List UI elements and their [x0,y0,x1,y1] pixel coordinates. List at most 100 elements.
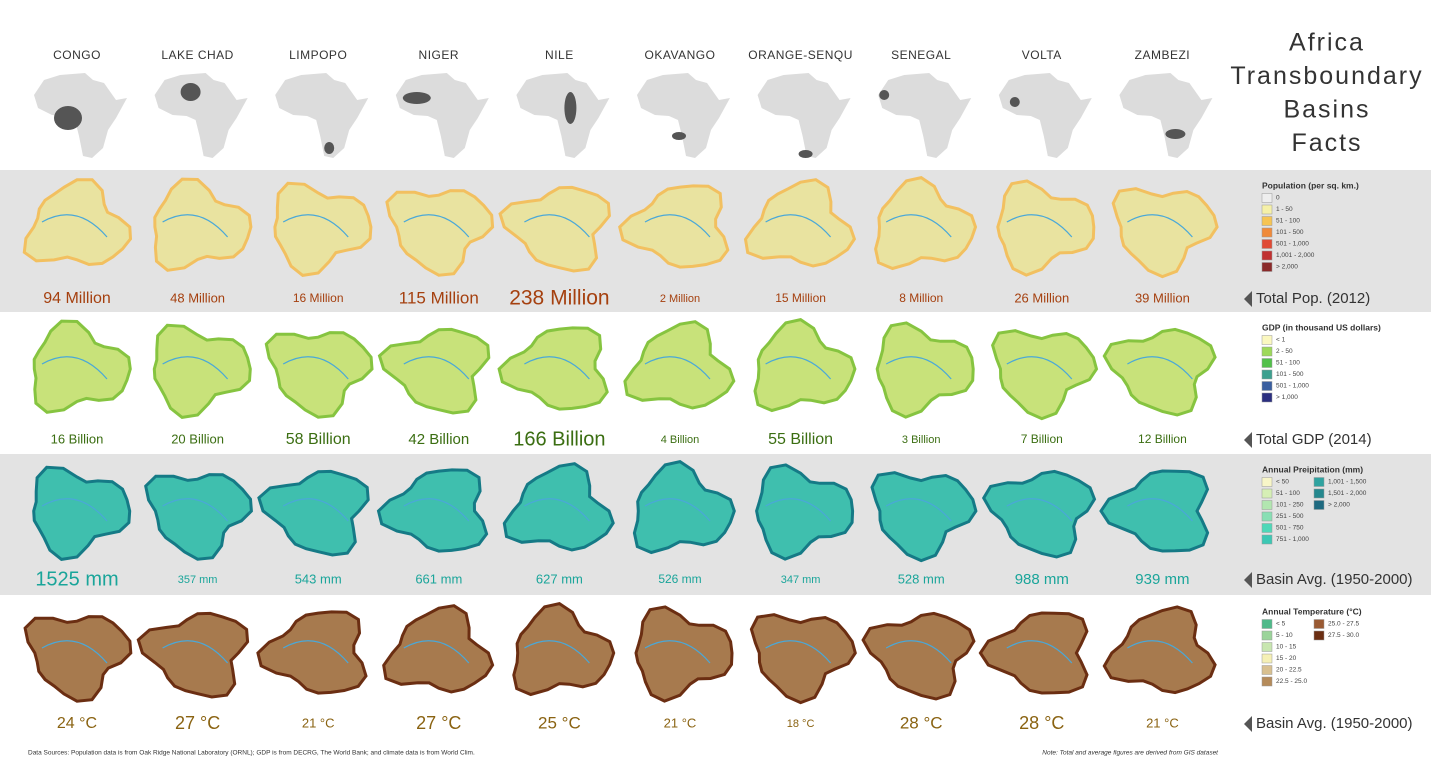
legend-swatch [1261,262,1273,272]
legend-item: 1,501 - 2,000 [1328,490,1367,497]
river [1127,498,1193,522]
value: 25 °C [538,713,581,732]
legend-item: 10 - 15 [1276,644,1297,651]
basin-map [861,611,976,701]
river [282,498,349,522]
basin-highlight [324,142,335,154]
value: 28 °C [900,713,943,732]
river [403,498,470,522]
basin-highlight [879,90,890,100]
value: 55 Billion [768,431,833,448]
river [403,640,470,664]
legend-swatch [1261,642,1273,652]
value: 2 Million [660,293,700,305]
africa-map [1119,73,1213,158]
river [1006,640,1073,664]
value: 988 mm [1015,571,1069,588]
basin-map [632,459,736,555]
legend-swatch [1261,204,1273,215]
value: 347 mm [781,574,821,586]
value: 16 Billion [51,431,104,446]
continent [637,73,730,158]
value: 42 Billion [408,431,469,448]
river [644,640,711,664]
basin-name: OKAVANGO [645,48,716,62]
value: 526 mm [658,572,701,586]
basin-name: LAKE CHAD [161,48,234,62]
value: 58 Billion [286,431,351,448]
legend-item: 0 [1276,195,1280,202]
legend-item: 501 - 1,000 [1276,241,1309,248]
basin-map [996,179,1096,277]
river [524,356,590,380]
river [403,214,470,238]
river [885,356,952,380]
legend-swatch [1261,477,1273,487]
basin-map [498,185,611,273]
legend-swatch [1261,665,1273,675]
value: 7 Billion [1021,432,1063,446]
africa-map [998,73,1092,158]
basin-map [749,613,857,705]
legend-item: < 50 [1276,479,1289,486]
legend-swatch [1261,369,1273,380]
legend-item: 251 - 500 [1276,513,1304,520]
basin-map [1111,187,1219,279]
basin-highlight [564,92,577,124]
basin-name: SENEGAL [891,48,951,62]
row-label: Basin Avg. (1950-2000) [1256,571,1413,588]
note: Note: Total and average figures are deri… [1042,750,1219,757]
value: 28 °C [1019,713,1064,733]
value: 21 °C [664,715,697,730]
legend-item: 51 - 100 [1276,490,1300,497]
river [162,498,229,522]
river [524,498,590,522]
legend-item: > 2,000 [1276,264,1298,271]
river [765,356,832,380]
legend-item: 5 - 10 [1276,632,1293,639]
title: Africa [1289,29,1365,57]
africa-map [275,73,369,158]
legend-item: 1,001 - 2,000 [1276,252,1315,259]
value: 48 Million [170,290,225,305]
value: 1525 mm [35,568,118,590]
value: 166 Billion [513,428,605,450]
legend-swatch [1261,239,1273,249]
africa-map [395,73,489,158]
legend-item: 27.5 - 30.0 [1328,632,1359,639]
legend-swatch [1313,477,1325,487]
basin-map [1102,605,1217,695]
value: 20 Billion [171,431,224,446]
basin-name: VOLTA [1022,48,1062,62]
legend-swatch [1261,381,1273,391]
basin-map [32,319,132,414]
basin-map [136,611,250,699]
basin-map [376,468,489,553]
basin-map [1099,469,1210,553]
legend-swatch [1261,653,1273,664]
basin-map [256,610,368,695]
continent [275,73,369,158]
river [765,498,832,522]
continent [395,73,489,158]
legend-item: 51 - 100 [1276,218,1300,225]
title: Transboundary [1230,62,1423,90]
value: 94 Million [43,290,111,307]
legend-swatch [1261,630,1273,641]
legend-item: 501 - 1,000 [1276,383,1309,390]
basin-map [875,321,975,419]
basin-name: NILE [545,48,574,62]
basin-map [273,181,373,277]
legend-swatch [1261,227,1273,238]
river [644,498,711,522]
legend-item: < 1 [1276,337,1286,344]
basin-map [618,184,730,269]
value: 543 mm [295,571,342,586]
basin-highlight [798,150,813,158]
basin-map [32,465,132,561]
legend-swatch [1261,250,1273,261]
africa-map [637,73,730,158]
river [1127,640,1193,664]
africa-map [878,73,972,158]
